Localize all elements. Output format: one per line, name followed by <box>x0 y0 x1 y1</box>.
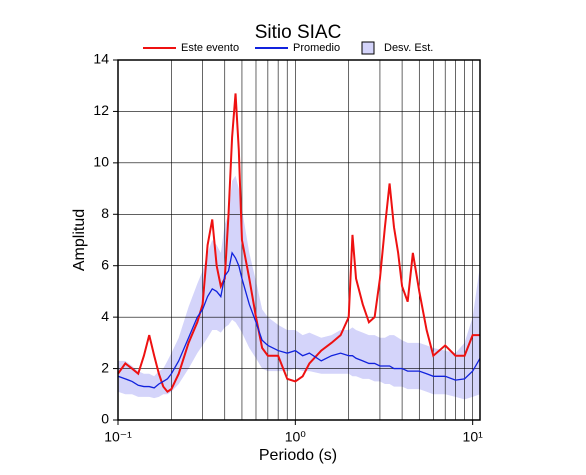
y-axis-label: Amplitud <box>71 209 88 271</box>
legend-label: Este evento <box>181 42 239 54</box>
legend-label: Promedio <box>293 42 340 54</box>
y-tick-label: 6 <box>101 256 109 272</box>
x-tick-label: 10⁰ <box>285 429 307 445</box>
y-tick-label: 12 <box>93 102 109 118</box>
y-tick-label: 2 <box>101 359 109 375</box>
series-line <box>117 251 481 389</box>
legend-swatch <box>361 41 375 55</box>
series-line <box>117 93 480 394</box>
y-tick-label: 10 <box>93 154 109 170</box>
y-tick-label: 0 <box>101 411 109 427</box>
y-tick-label: 8 <box>101 205 109 221</box>
chart-title: Sitio SIAC <box>255 22 342 43</box>
plot-frame <box>117 59 481 421</box>
y-tick-label: 4 <box>101 308 109 324</box>
y-tick-label: 14 <box>93 51 109 67</box>
std-band <box>118 175 480 400</box>
x-axis-label: Periodo (s) <box>259 447 337 464</box>
legend-label: Desv. Est. <box>384 42 433 54</box>
x-tick-label: 10⁻¹ <box>104 429 132 445</box>
x-tick-label: 10¹ <box>463 429 484 445</box>
